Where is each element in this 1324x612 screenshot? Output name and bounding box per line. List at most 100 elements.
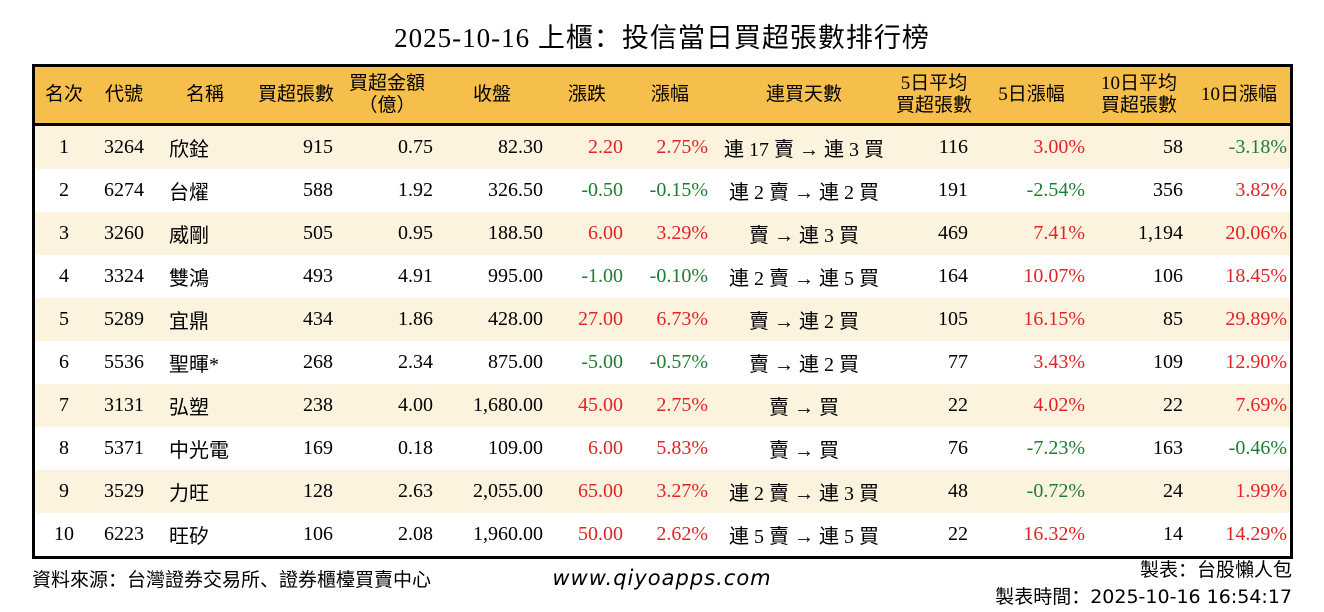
- table-row: 8 5371 中光電 169 0.18 109.00 6.00 5.83% 賣 → 買 76 -7.…: [33, 427, 1292, 470]
- cell-code: 3264: [104, 136, 144, 158]
- cell-rank: 3: [59, 222, 69, 244]
- cell-pct5: -2.54%: [1026, 179, 1085, 201]
- table-row: 7 3131 弘塑 238 4.00 1,680.00 45.00 2.75% 賣 → 買 22 4…: [33, 384, 1292, 427]
- cell-change_pct: 5.83%: [656, 437, 708, 459]
- cell-net_buy: 268: [303, 351, 333, 373]
- cell-pct5: -0.72%: [1026, 480, 1085, 502]
- column-header-rank: 名次: [44, 83, 83, 105]
- table-container: 名次 代號 名稱 買超張數 買超金額 （億） 收盤 漲跌 漲幅 連買天數 5日平均 買超張數 5日漲…: [32, 64, 1293, 559]
- cell-avg10: 22: [1163, 394, 1183, 416]
- cell-close: 109.00: [488, 437, 543, 459]
- cell-close: 428.00: [488, 308, 543, 330]
- cell-pct10: 18.45%: [1225, 265, 1287, 287]
- cell-rank: 8: [59, 437, 69, 459]
- credits-block: 製表：台股懶人包 製表時間：2025-10-16 16:54:17: [995, 558, 1292, 611]
- made-time-line: 製表時間：2025-10-16 16:54:17: [995, 584, 1292, 611]
- cell-pct10: -0.46%: [1228, 437, 1287, 459]
- cell-rank: 4: [59, 265, 69, 287]
- cell-change: 27.00: [578, 308, 623, 330]
- cell-name: 旺矽: [169, 526, 209, 548]
- cell-change_pct: 3.27%: [656, 480, 708, 502]
- table-body: 1 3264 欣銓 915 0.75 82.30 2.20 2.75% 連 17 賣 → 連 3…: [33, 124, 1292, 558]
- cell-name: 宜鼎: [169, 311, 209, 333]
- cell-close: 326.50: [488, 179, 543, 201]
- column-header-close: 收盤: [472, 83, 511, 105]
- ranking-table: 名次 代號 名稱 買超張數 買超金額 （億） 收盤 漲跌 漲幅 連買天數 5日平均 買超張數 5日漲…: [32, 64, 1293, 559]
- cell-avg10: 163: [1153, 437, 1183, 459]
- column-header-net_buy: 買超張數: [257, 83, 334, 105]
- cell-change_pct: -0.15%: [649, 179, 708, 201]
- cell-code: 5536: [104, 351, 144, 373]
- cell-name: 力旺: [169, 483, 209, 505]
- cell-code: 5371: [104, 437, 144, 459]
- cell-pct5: 4.02%: [1033, 394, 1085, 416]
- cell-avg5: 105: [938, 308, 968, 330]
- cell-change_pct: 2.75%: [656, 394, 708, 416]
- cell-pct10: 29.89%: [1225, 308, 1287, 330]
- cell-avg5: 116: [938, 136, 968, 158]
- cell-net_amount: 2.63: [398, 480, 433, 502]
- cell-net_amount: 0.18: [398, 437, 433, 459]
- cell-streak: 賣 → 連 3 買: [749, 225, 859, 247]
- cell-avg5: 469: [938, 222, 968, 244]
- cell-net_amount: 4.91: [398, 265, 433, 287]
- cell-close: 875.00: [488, 351, 543, 373]
- cell-pct5: 3.43%: [1033, 351, 1085, 373]
- cell-pct10: 1.99%: [1235, 480, 1287, 502]
- cell-rank: 1: [59, 136, 69, 158]
- cell-name: 威剛: [169, 225, 209, 247]
- cell-net_amount: 1.86: [398, 308, 433, 330]
- cell-pct10: -3.18%: [1228, 136, 1287, 158]
- made-time-value: 2025-10-16 16:54:17: [1090, 586, 1292, 608]
- cell-change: 6.00: [588, 437, 623, 459]
- cell-change: 2.20: [588, 136, 623, 158]
- column-header-avg5: 5日平均 買超張數: [895, 72, 972, 116]
- cell-code: 3529: [104, 480, 144, 502]
- cell-net_amount: 2.08: [398, 523, 433, 545]
- cell-close: 1,960.00: [473, 523, 543, 545]
- cell-change_pct: 3.29%: [656, 222, 708, 244]
- cell-net_buy: 169: [303, 437, 333, 459]
- cell-net_buy: 915: [303, 136, 333, 158]
- cell-streak: 賣 → 連 2 買: [749, 311, 859, 333]
- cell-pct5: 10.07%: [1023, 265, 1085, 287]
- cell-name: 弘塑: [169, 397, 209, 419]
- cell-avg5: 76: [948, 437, 968, 459]
- column-header-streak: 連買天數: [765, 83, 842, 105]
- table-row: 5 5289 宜鼎 434 1.86 428.00 27.00 6.73% 賣 → 連 2 買 1…: [33, 298, 1292, 341]
- cell-avg10: 109: [1153, 351, 1183, 373]
- column-header-net_amount: 買超金額 （億）: [348, 72, 425, 116]
- column-header-pct5: 5日漲幅: [998, 83, 1065, 105]
- cell-net_buy: 434: [303, 308, 333, 330]
- cell-code: 3324: [104, 265, 144, 287]
- cell-net_buy: 505: [303, 222, 333, 244]
- table-row: 6 5536 聖暉* 268 2.34 875.00 -5.00 -0.57% 賣 → 連 2 …: [33, 341, 1292, 384]
- cell-name: 台燿: [169, 182, 209, 204]
- column-header-avg10: 10日平均 買超張數: [1100, 72, 1177, 116]
- made-time-label: 製表時間：: [995, 587, 1091, 608]
- cell-change: -0.50: [581, 179, 623, 201]
- cell-code: 6223: [104, 523, 144, 545]
- cell-change: 6.00: [588, 222, 623, 244]
- cell-avg10: 24: [1163, 480, 1183, 502]
- cell-net_amount: 2.34: [398, 351, 433, 373]
- column-header-code: 代號: [104, 83, 143, 105]
- cell-change: -1.00: [581, 265, 623, 287]
- cell-rank: 10: [54, 523, 74, 545]
- cell-avg10: 356: [1153, 179, 1183, 201]
- cell-avg10: 58: [1163, 136, 1183, 158]
- made-by: 製表：台股懶人包: [1139, 560, 1292, 581]
- cell-avg5: 191: [938, 179, 968, 201]
- cell-close: 82.30: [498, 136, 543, 158]
- cell-change_pct: 2.62%: [656, 523, 708, 545]
- cell-avg10: 85: [1163, 308, 1183, 330]
- cell-pct10: 7.69%: [1235, 394, 1287, 416]
- cell-avg10: 1,194: [1138, 222, 1183, 244]
- cell-name: 中光電: [169, 440, 229, 462]
- cell-net_amount: 0.95: [398, 222, 433, 244]
- cell-change_pct: -0.57%: [649, 351, 708, 373]
- cell-pct5: -7.23%: [1026, 437, 1085, 459]
- cell-avg5: 164: [938, 265, 968, 287]
- cell-avg10: 14: [1163, 523, 1183, 545]
